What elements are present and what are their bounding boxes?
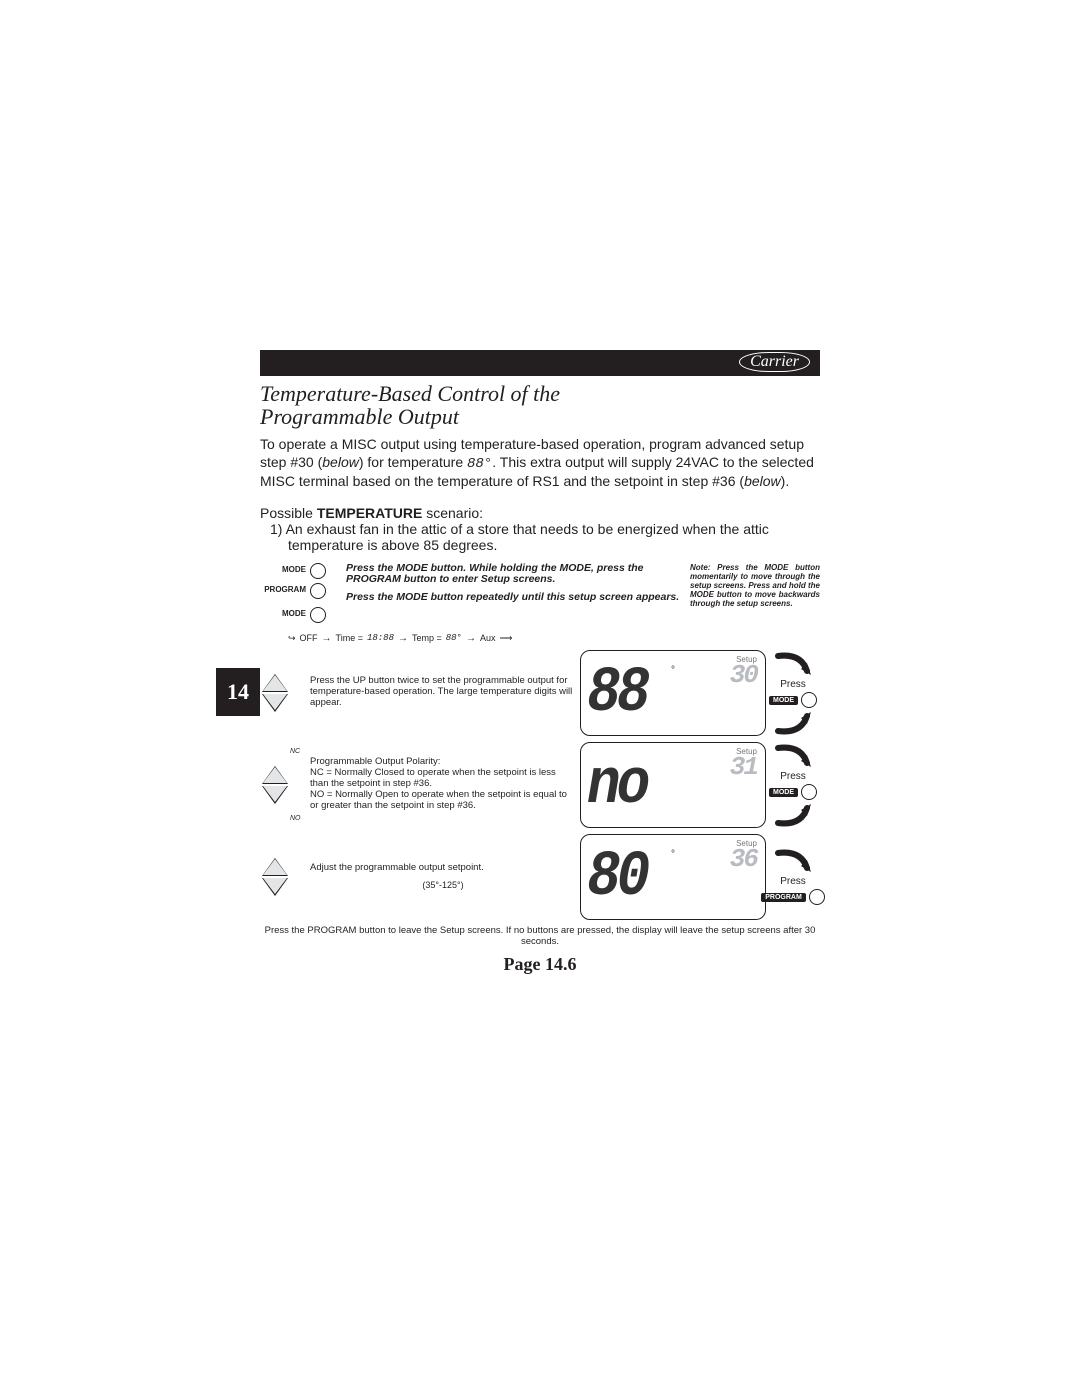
press-column: Press MODE (766, 742, 820, 828)
mode-pill: MODE (769, 788, 798, 797)
mode-button-line: MODE (260, 563, 346, 579)
lcd-screen: 88 ° Setup 30 (580, 650, 766, 736)
footer-note: Press the PROGRAM button to leave the Se… (260, 926, 820, 948)
brand-logo: Carrier (739, 352, 810, 372)
mode-button-line-2: MODE (260, 607, 346, 623)
curve-arrow-icon (773, 743, 813, 773)
title-line-1: Temperature-Based Control of the (260, 381, 560, 406)
curve-arrow-icon (773, 706, 813, 736)
scenario-block: Possible TEMPERATURE scenario: 1) An exh… (260, 505, 820, 553)
updown-arrows (260, 834, 290, 920)
mode-pill: MODE (769, 696, 798, 705)
side-labels (290, 650, 308, 736)
curve-arrow-icon (773, 651, 813, 681)
scenario-item: 1) An exhaust fan in the attic of a stor… (288, 521, 820, 553)
step-text: Adjust the programmable output setpoint.… (308, 834, 580, 920)
degree-icon: ° (671, 665, 675, 676)
up-arrow-icon (262, 766, 288, 784)
lcd-big-digits: no (587, 752, 646, 816)
side-labels (290, 834, 308, 920)
mode-button-icon (310, 563, 326, 579)
updown-arrows (260, 650, 290, 736)
up-arrow-icon (262, 674, 288, 692)
press-column: Press MODE (766, 650, 820, 736)
press-button-icon (809, 889, 825, 905)
steps-container: 14 Press the UP button twice to set the … (260, 650, 820, 920)
instruction-row: MODE PROGRAM MODE Press the MODE button.… (260, 563, 820, 627)
lcd-step-number: 30 (730, 664, 757, 687)
note-text: Note: Press the MODE button momentarily … (690, 563, 820, 609)
down-arrow-icon (262, 786, 288, 804)
lcd-big-digits: 80 (587, 844, 646, 908)
lcd-big-digits: 88 (587, 660, 646, 724)
up-arrow-icon (262, 858, 288, 876)
chapter-tab: 14 (216, 668, 260, 716)
lcd-step-number: 31 (730, 756, 757, 779)
side-labels: NC NO (290, 742, 308, 828)
range-text: (35°-125°) (310, 880, 576, 890)
step-text: Programmable Output Polarity: NC = Norma… (308, 742, 580, 828)
mode-button-icon (310, 607, 326, 623)
step-row: Press the UP button twice to set the pro… (260, 650, 820, 736)
program-button-line: PROGRAM (260, 583, 346, 599)
program-button-icon (310, 583, 326, 599)
scenario-lead: Possible TEMPERATURE scenario: (260, 505, 820, 521)
manual-page: Carrier Temperature-Based Control of the… (260, 350, 820, 975)
curve-arrow-icon (773, 798, 813, 828)
step-text: Press the UP button twice to set the pro… (308, 650, 580, 736)
page-number: Page 14.6 (260, 954, 820, 975)
button-diagram-column: MODE PROGRAM MODE (260, 563, 346, 627)
curve-arrow-icon (773, 848, 813, 878)
section-title: Temperature-Based Control of the Program… (260, 382, 820, 428)
title-line-2: Programmable Output (260, 404, 459, 429)
program-pill: PROGRAM (761, 893, 806, 902)
instruction-text: Press the MODE button. While holding the… (346, 563, 690, 604)
step-row: Adjust the programmable output setpoint.… (260, 834, 820, 920)
lcd-step-number: 36 (730, 848, 757, 871)
degree-icon: ° (671, 849, 675, 860)
down-arrow-icon (262, 878, 288, 896)
updown-arrows (260, 742, 290, 828)
sequence-bar: ↪ OFF → Time = 18:88 → Temp = 88° → Aux … (288, 633, 820, 644)
lcd-screen: 80 ° Setup 36 (580, 834, 766, 920)
press-column: Press PROGRAM (766, 834, 820, 920)
lcd-screen: no Setup 31 (580, 742, 766, 828)
intro-paragraph: To operate a MISC output using temperatu… (260, 436, 820, 491)
header-bar: Carrier (260, 350, 820, 376)
down-arrow-icon (262, 694, 288, 712)
step-row: NC NO Programmable Output Polarity: NC =… (260, 742, 820, 828)
